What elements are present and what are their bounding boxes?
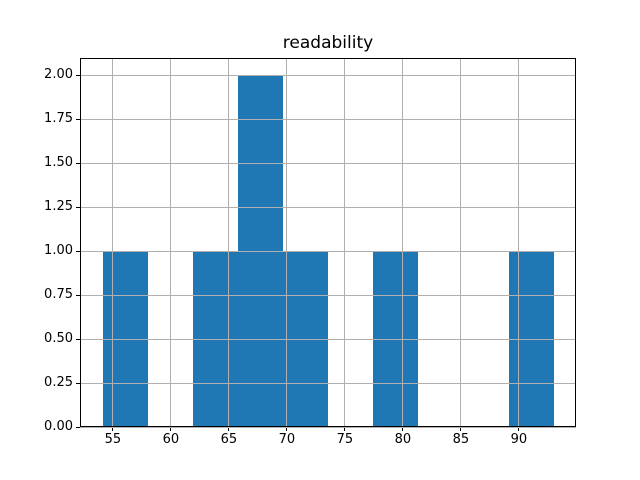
y-gridline [80,250,576,252]
x-tick-mark [170,427,172,432]
x-tick-mark [228,427,230,432]
x-gridline [518,57,520,428]
x-gridline [170,57,172,428]
x-tick-label: 85 [452,432,470,448]
x-gridline [286,57,288,428]
x-tick-label: 75 [336,432,354,448]
y-gridline [80,426,576,428]
x-tick-label: 70 [278,432,296,448]
y-tick-label: 0.00 [44,419,73,435]
y-tick-label: 0.25 [44,375,73,391]
y-gridline [80,74,576,76]
y-gridline [80,338,576,340]
y-tick-label: 1.25 [44,199,73,215]
y-tick-label: 1.50 [44,155,73,171]
y-tick-label: 1.75 [44,111,73,127]
x-gridline [228,57,230,428]
x-tick-mark [518,427,520,432]
x-tick-label: 55 [104,432,122,448]
x-gridline [112,57,114,428]
y-tick-mark [76,206,80,208]
y-gridline [80,382,576,384]
x-tick-mark [286,427,288,432]
x-gridline [460,57,462,428]
y-gridline [80,294,576,296]
y-tick-mark [76,294,80,296]
y-tick-label: 0.50 [44,331,73,347]
y-tick-mark [76,250,80,252]
x-tick-label: 60 [162,432,180,448]
x-tick-mark [112,427,114,432]
y-gridline [80,162,576,164]
x-gridline [402,57,404,428]
y-tick-label: 2.00 [44,67,73,83]
plot-area [80,57,576,428]
y-tick-mark [76,162,80,164]
x-tick-mark [344,427,346,432]
x-tick-label: 80 [394,432,412,448]
y-tick-mark [76,118,80,120]
y-tick-mark [76,426,80,428]
x-tick-label: 90 [510,432,528,448]
x-tick-mark [460,427,462,432]
y-gridline [80,118,576,120]
chart-title: readability [282,33,374,53]
x-tick-label: 65 [220,432,238,448]
y-tick-label: 1.00 [44,243,73,259]
y-tick-label: 0.75 [44,287,73,303]
y-tick-mark [76,338,80,340]
plot-frame [80,57,576,428]
y-tick-mark [76,382,80,384]
x-tick-mark [402,427,404,432]
x-gridline [344,57,346,428]
y-gridline [80,206,576,208]
y-tick-mark [76,74,80,76]
